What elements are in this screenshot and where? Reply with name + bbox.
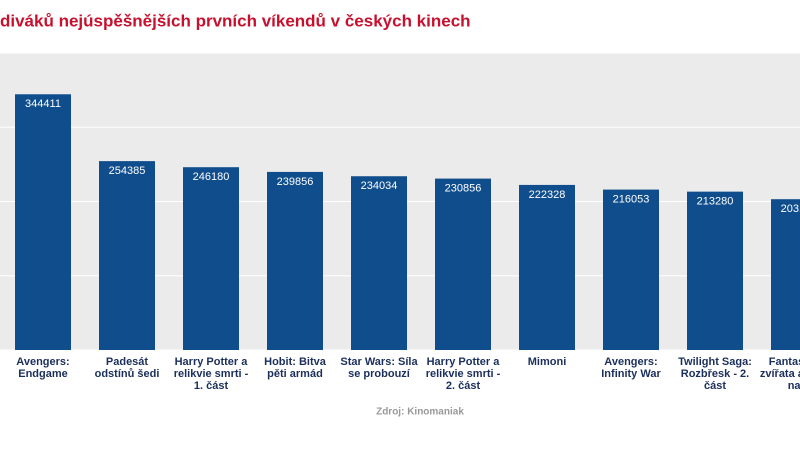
x-tick-label: Star Wars: Síla se probouzí xyxy=(340,356,418,380)
x-tick-label: Avengers: Endgame xyxy=(16,356,69,380)
value-label: 203100 xyxy=(781,203,800,215)
x-tick-label: Harry Potter a relikvie smrti -2. část xyxy=(426,356,501,392)
x-tick-label: Hobit: Bitva pěti armád xyxy=(264,356,327,380)
x-tick-label: Harry Potter a relikvie smrti -1. část xyxy=(174,356,249,392)
x-tick-label: Mimoni xyxy=(528,356,567,368)
value-label: 239856 xyxy=(277,176,314,188)
value-label: 216053 xyxy=(613,193,650,205)
value-label: 234034 xyxy=(361,180,398,192)
bar xyxy=(771,199,800,350)
x-tick-label: Twilight Saga: Rozbřesk - 2. část xyxy=(678,356,752,392)
bar xyxy=(99,161,155,350)
value-label: 344411 xyxy=(25,98,61,110)
x-tick-label: Fantastickázvířata a kde jenajít xyxy=(760,356,800,392)
chart-title: diváků nejúspěšnějších prvních víkendů v… xyxy=(0,11,471,30)
x-tick-label: Avengers: Infinity War xyxy=(601,356,661,380)
value-label: 246180 xyxy=(193,171,230,183)
bar xyxy=(603,189,659,350)
source: Zdroj: Kinomaniak xyxy=(376,407,464,418)
bar xyxy=(267,171,323,350)
bar xyxy=(15,94,71,350)
value-label: 222328 xyxy=(529,189,566,201)
bar xyxy=(519,184,575,350)
bar xyxy=(183,167,239,350)
bar xyxy=(687,191,743,350)
value-label: 213280 xyxy=(697,196,734,208)
x-tick-label: Padesát odstínů šedi xyxy=(95,356,160,380)
value-label: 254385 xyxy=(109,165,146,177)
bar xyxy=(351,176,407,350)
value-label: 230856 xyxy=(445,182,482,194)
bar xyxy=(435,178,491,350)
